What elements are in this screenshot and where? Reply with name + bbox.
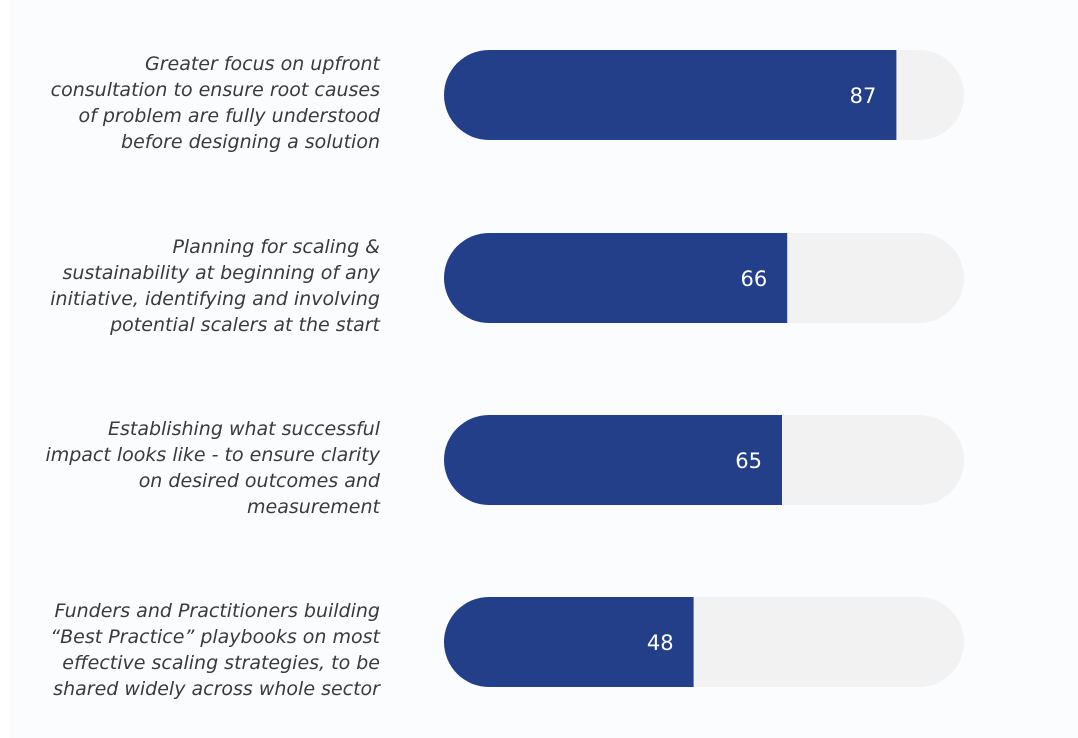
bar xyxy=(444,415,782,505)
category-label: Planning for scaling & sustainability at… xyxy=(40,201,380,371)
category-text: Planning for scaling & sustainability at… xyxy=(50,236,380,336)
value-label: 48 xyxy=(647,631,674,655)
category-label: Establishing what successful impact look… xyxy=(40,383,380,553)
bar xyxy=(444,233,788,323)
bar xyxy=(444,597,694,687)
value-label: 66 xyxy=(740,267,767,291)
value-label: 65 xyxy=(735,449,762,473)
category-label: Greater focus on upfront consultation to… xyxy=(40,18,380,188)
category-text: Funders and Practitioners building “Best… xyxy=(50,600,380,700)
category-text: Greater focus on upfront consultation to… xyxy=(50,53,380,153)
edge-strip xyxy=(0,0,9,738)
category-text: Establishing what successful impact look… xyxy=(45,418,380,518)
category-label: Funders and Practitioners building “Best… xyxy=(40,565,380,735)
value-label: 87 xyxy=(850,84,877,108)
bar xyxy=(444,50,897,140)
